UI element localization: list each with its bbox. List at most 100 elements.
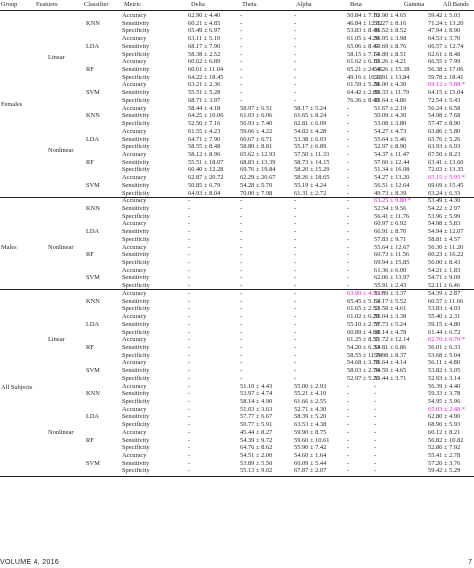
- value-cell: 63.24 ± 6.33: [428, 189, 461, 197]
- value-cell: -: [240, 27, 243, 35]
- metric-cell: Specificity: [122, 259, 150, 267]
- value-cell: 63.21 ± 2.36: [188, 81, 221, 89]
- value-cell: 56.82 ± 10.82: [428, 436, 464, 444]
- value-cell: 52.11 ± 6.46: [428, 282, 461, 290]
- value-cell: -: [188, 251, 191, 259]
- value-cell: -: [240, 343, 243, 351]
- value-cell: -: [188, 297, 191, 305]
- value-cell: -: [188, 197, 191, 205]
- value-cell: 66.55 ± 7.99: [428, 58, 461, 66]
- value-cell: 55.21 ± 4.10: [294, 390, 327, 398]
- value-cell: -: [347, 259, 350, 267]
- value-cell: 52.93 ± 3.14: [428, 374, 461, 382]
- value-cell: 49.16 ± 16.10: [347, 73, 383, 81]
- value-cell: 64.76 ± 8.62: [240, 444, 273, 452]
- table-rule: [0, 9, 474, 11]
- value-cell: 59.60 ± 10.61: [294, 436, 330, 444]
- value-cell: 53.90 ± 4.65: [374, 12, 407, 19]
- value-cell: 56.93 ± 7.40: [240, 120, 273, 128]
- metric-cell: Specificity: [122, 305, 150, 313]
- value-cell: 51.72 ± 12.14: [374, 336, 410, 344]
- value-cell: -: [347, 467, 350, 475]
- value-cell: -: [294, 212, 297, 220]
- value-cell: -: [347, 243, 350, 251]
- classifier-label: LDA: [86, 320, 100, 328]
- table-rule: [0, 196, 474, 198]
- value-cell: 54.21 ± 1.83: [428, 266, 461, 274]
- value-cell: 52.86 ± 7.92: [428, 444, 461, 452]
- value-cell: 51.10 ± 4.43: [240, 382, 273, 390]
- value-cell: 61.31 ± 2.72: [294, 189, 327, 197]
- table-row: Sensitivity - - - 65.45 ± 5.13 54.17 ± 5.52 60…: [0, 298, 474, 306]
- value-cell: -: [374, 413, 377, 421]
- value-cell: -: [374, 421, 377, 429]
- value-cell: -: [374, 467, 377, 475]
- value-cell: 50.85 ± 6.79: [188, 181, 221, 189]
- metric-cell: Accuracy: [122, 452, 147, 460]
- value-cell: 45.44 ± 8.27: [240, 428, 273, 436]
- value-cell: 55.64 ± 5.46: [374, 135, 407, 143]
- value-cell: 54.26 ± 15.38: [374, 66, 410, 74]
- value-cell: -: [347, 135, 350, 143]
- value-cell: 71.24 ± 13.20: [428, 19, 464, 27]
- value-cell: -: [240, 274, 243, 282]
- metric-cell: Sensitivity: [122, 413, 150, 421]
- table-row: Specificity - - - 60.89 ± 4.60 58.14 ± 4.78 61…: [0, 329, 474, 337]
- value-cell: -: [374, 459, 377, 467]
- value-cell: 55.41 ± 2.78: [428, 452, 461, 460]
- metric-cell: Specificity: [122, 166, 150, 174]
- table-row: Accuracy - 45.44 ± 8.27 59.90 ± 8.75 - - 60.12…: [0, 429, 474, 437]
- value-cell: -: [188, 259, 191, 267]
- metric-cell: Sensitivity: [122, 89, 150, 97]
- value-cell: -: [294, 197, 297, 205]
- metric-cell: Accuracy: [122, 382, 147, 390]
- table-row: Specificity - - - 58.55 ± 11.74 58.98 ± 8.37 5…: [0, 352, 474, 360]
- value-cell: 60.21 ± 4.85: [188, 19, 221, 27]
- value-cell: -: [294, 274, 297, 282]
- value-cell: -: [294, 359, 297, 367]
- value-cell: -: [294, 320, 297, 328]
- metric-cell: Sensitivity: [122, 436, 150, 444]
- metric-cell: Sensitivity: [122, 320, 150, 328]
- classifier-label: RF: [86, 343, 94, 351]
- header-all-bands: All Bands: [443, 1, 469, 8]
- metric-cell: Specificity: [122, 96, 150, 104]
- metric-cell: Accuracy: [122, 58, 147, 66]
- value-cell: 57.73 ± 5.24: [374, 320, 407, 328]
- table-row: Accuracy - - - - 60.97 ± 6.92 54.98 ± 5.83: [0, 220, 474, 228]
- value-cell: 49.73 ± 8.39: [374, 189, 407, 197]
- value-cell: -: [240, 81, 243, 89]
- value-cell: 58.98 ± 8.37: [374, 351, 407, 359]
- value-cell: -: [240, 197, 243, 205]
- value-cell: 56.95 ± 3.98: [374, 35, 407, 43]
- value-cell: 52.50 ± 7.16: [188, 120, 221, 128]
- value-cell: -: [294, 12, 297, 19]
- value-cell: -: [240, 73, 243, 81]
- value-cell: -: [347, 150, 350, 158]
- value-cell: 68.83 ± 13.39: [240, 158, 276, 166]
- value-cell: -: [188, 328, 191, 336]
- value-cell: 64.93 ± 8.04: [188, 189, 221, 197]
- classifier-label: SVM: [86, 367, 100, 375]
- table-rule: [0, 289, 474, 291]
- value-cell: 64.42 ± 2.85: [347, 89, 380, 97]
- value-cell: 65.21 ± 24.46: [347, 66, 383, 74]
- features-label: Linear: [48, 336, 65, 344]
- value-cell: 56.51 ± 12.64: [374, 181, 410, 189]
- metric-cell: Sensitivity: [122, 297, 150, 305]
- group-label: Females: [1, 100, 23, 108]
- value-cell: -: [188, 367, 191, 375]
- value-cell: -: [347, 143, 350, 151]
- value-cell: -: [188, 436, 191, 444]
- table-row: Sensitivity 55.51 ± 5.28 - - 64.42 ± 2.85 58.…: [0, 89, 474, 97]
- value-cell: -: [347, 212, 350, 220]
- value-cell: -: [240, 251, 243, 259]
- metric-cell: Sensitivity: [122, 390, 150, 398]
- value-cell: -: [188, 390, 191, 398]
- value-cell: 61.59 ± 5.28: [347, 81, 380, 89]
- table-row: Sensitivity - 54.39 ± 9.72 59.60 ± 10.61 - - 5…: [0, 437, 474, 445]
- value-cell: 59.33 ± 3.78: [428, 390, 461, 398]
- value-cell: 57.83 ± 9.71: [374, 235, 407, 243]
- value-cell: 55.40 ± 2.31: [428, 313, 461, 321]
- value-cell: 61.44 ± 6.72: [428, 328, 461, 336]
